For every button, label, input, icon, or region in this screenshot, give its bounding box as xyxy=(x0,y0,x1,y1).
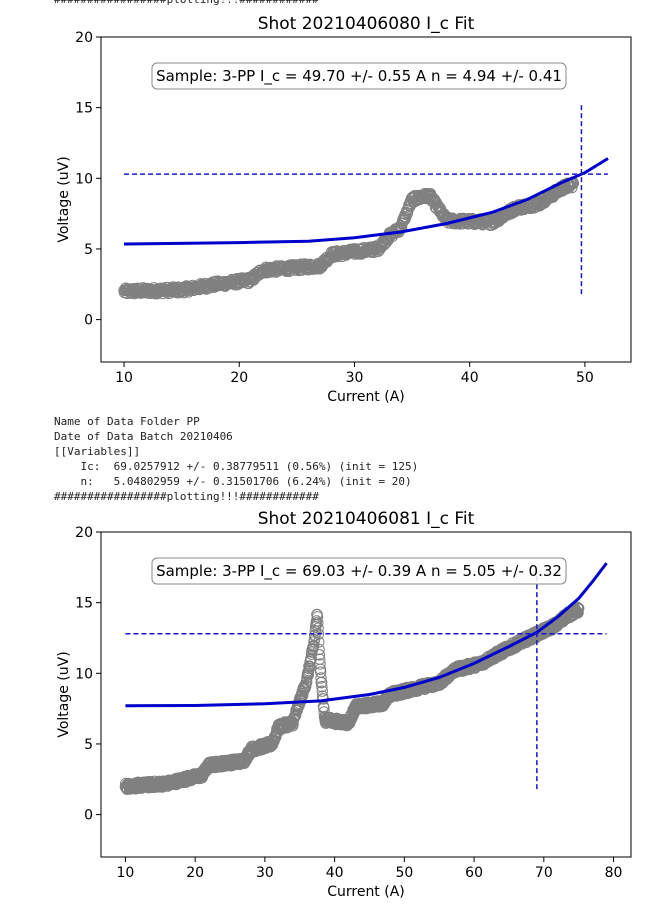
log-line: Ic: 69.0257912 +/- 0.38779511 (0.56%) (i… xyxy=(54,460,419,473)
data-point xyxy=(313,649,326,661)
log-line: [[Variables]] xyxy=(54,445,141,458)
fit-curve xyxy=(123,157,609,246)
data-point xyxy=(318,702,330,714)
data-point xyxy=(401,207,414,220)
data-point xyxy=(313,636,325,648)
data-point xyxy=(291,704,303,717)
log-line: #################plotting!!!############ xyxy=(54,0,319,6)
y-axis-label: Voltage (uV) xyxy=(56,651,72,737)
x-tick-label: 50 xyxy=(576,370,594,386)
x-tick-label: 20 xyxy=(186,865,204,881)
plot-frame xyxy=(100,36,632,363)
annotation-box xyxy=(151,62,567,90)
data-point xyxy=(315,676,328,689)
data-point xyxy=(573,602,585,614)
y-tick-label: 0 xyxy=(84,313,93,329)
log-line: n: 5.04802959 +/- 0.31501706 (6.24%) (in… xyxy=(54,475,412,488)
y-tick-label: 20 xyxy=(75,525,93,541)
fit-annotation: Sample: 3-PP I_c = 49.70 +/- 0.55 A n = … xyxy=(156,67,562,86)
x-tick-label: 70 xyxy=(535,865,553,881)
annotation-box xyxy=(151,557,567,585)
data-point xyxy=(310,615,323,627)
data-point xyxy=(316,685,328,697)
data-point xyxy=(315,672,327,684)
fit-annotation: Sample: 3-PP I_c = 69.03 +/- 0.39 A n = … xyxy=(156,562,562,581)
data-point xyxy=(316,681,328,693)
console-log-fit-report: Name of Data Folder PP Date of Data Batc… xyxy=(54,414,418,504)
x-axis-label: Current (A) xyxy=(327,389,405,405)
data-point xyxy=(312,617,324,629)
y-tick-label: 15 xyxy=(75,596,93,612)
x-tick-label: 40 xyxy=(326,865,344,881)
data-point xyxy=(571,601,584,614)
x-tick-label: 10 xyxy=(115,370,133,386)
x-tick-label: 20 xyxy=(230,370,248,386)
data-point xyxy=(394,223,406,236)
data-points xyxy=(119,601,585,795)
ic-fit-chart-shot-080: Shot 20210406080 I_c Fit Sample: 3-PP I_c… xyxy=(56,14,632,405)
y-tick-label: 10 xyxy=(75,666,93,682)
fit-curve xyxy=(125,562,608,708)
y-tick-label: 0 xyxy=(84,808,93,824)
log-line: Date of Data Batch 20210406 xyxy=(54,430,233,443)
y-tick-label: 5 xyxy=(84,737,93,753)
data-point xyxy=(314,658,326,670)
x-tick-label: 10 xyxy=(116,865,134,881)
y-axis-label: Voltage (uV) xyxy=(56,156,72,242)
log-line: #################plotting!!!############ xyxy=(54,490,319,503)
data-point xyxy=(311,611,324,623)
data-point xyxy=(304,661,316,673)
data-point xyxy=(302,669,315,681)
data-point xyxy=(309,624,321,637)
x-tick-label: 50 xyxy=(395,865,413,881)
ic-fit-chart-shot-081: Shot 20210406081 I_c Fit Sample: 3-PP I_c… xyxy=(56,509,632,900)
x-tick-label: 60 xyxy=(465,865,483,881)
x-axis-label: Current (A) xyxy=(327,884,405,900)
chart-title: Shot 20210406081 I_c Fit xyxy=(258,509,475,529)
console-log-top: #################plotting!!!############ xyxy=(54,0,319,7)
log-line: Name of Data Folder PP xyxy=(54,415,200,428)
data-point xyxy=(287,718,299,730)
data-point xyxy=(572,607,584,619)
chart-title: Shot 20210406080 I_c Fit xyxy=(258,14,475,34)
data-points xyxy=(118,176,580,300)
y-tick-label: 10 xyxy=(75,171,93,187)
x-tick-label: 80 xyxy=(605,865,623,881)
data-point xyxy=(313,643,325,656)
x-tick-label: 30 xyxy=(256,865,274,881)
x-tick-label: 30 xyxy=(346,370,364,386)
y-tick-label: 15 xyxy=(75,101,93,117)
plot-frame xyxy=(100,531,632,858)
y-tick-label: 20 xyxy=(75,30,93,46)
x-tick-label: 40 xyxy=(461,370,479,386)
y-tick-label: 5 xyxy=(84,242,93,258)
